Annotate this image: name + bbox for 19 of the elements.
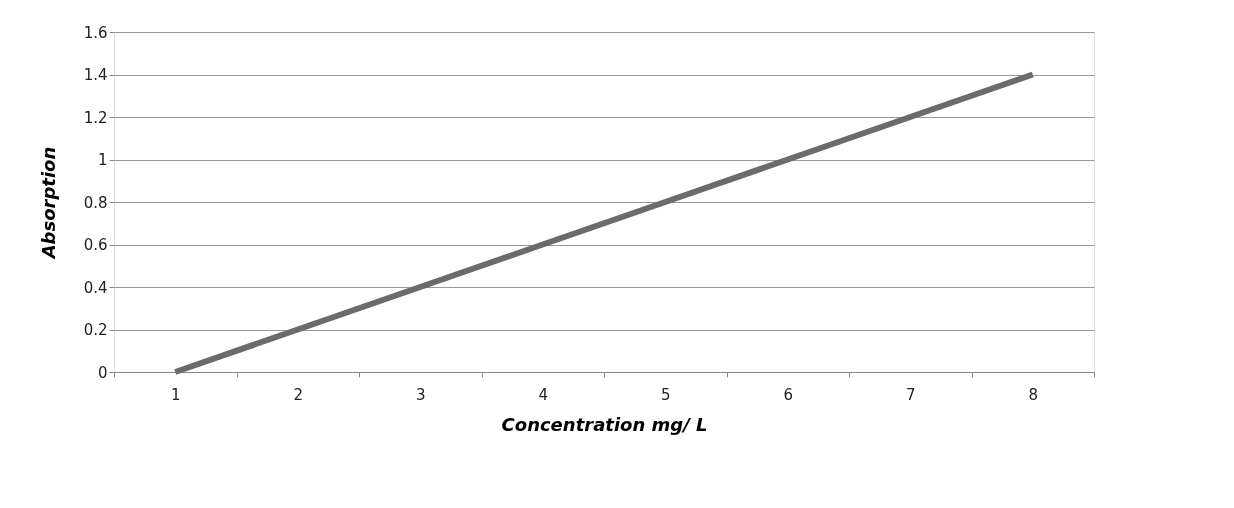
x-tick-label: 5 [660,385,671,404]
y-tick-label: 1.2 [83,108,108,127]
y-tick-label: 1 [97,151,108,169]
y-axis-title: Absorption [37,146,59,261]
x-tick-label: 3 [415,385,426,404]
x-tick-label: 2 [293,385,304,404]
y-tick-label: 1.6 [83,23,108,42]
x-tick-label: 7 [905,385,916,404]
y-tick-label: 0.2 [83,321,108,339]
x-tick-label: 6 [783,385,794,404]
y-tick-label: 0.6 [83,236,108,254]
x-tick-label: 4 [538,385,549,404]
x-tick-label: 1 [170,385,181,404]
x-axis-title: Concentration mg/ L [501,413,708,435]
x-tick-label: 8 [1028,385,1039,404]
y-tick-label: 0 [97,363,108,382]
y-tick-label: 0.4 [83,278,108,297]
y-tick-label: 0.8 [83,193,108,212]
y-tick-label: 1.4 [83,66,108,84]
